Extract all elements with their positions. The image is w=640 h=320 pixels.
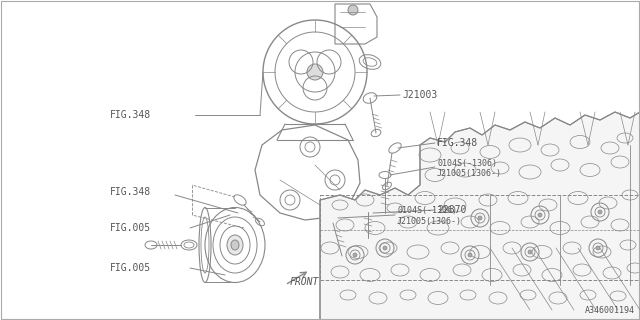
Text: FIG.348: FIG.348 bbox=[437, 138, 478, 148]
Text: A346001194: A346001194 bbox=[585, 306, 635, 315]
Circle shape bbox=[538, 213, 542, 217]
Text: FRONT: FRONT bbox=[290, 277, 319, 287]
Text: 0104S(-1306): 0104S(-1306) bbox=[397, 205, 457, 214]
Circle shape bbox=[598, 210, 602, 214]
Circle shape bbox=[353, 253, 357, 257]
Text: FIG.348: FIG.348 bbox=[110, 110, 151, 120]
Circle shape bbox=[478, 216, 482, 220]
Bar bbox=[320, 195, 640, 280]
Ellipse shape bbox=[231, 240, 239, 250]
Ellipse shape bbox=[227, 235, 243, 255]
Text: FIG.348: FIG.348 bbox=[110, 187, 151, 197]
Text: 0104S(-1306): 0104S(-1306) bbox=[437, 158, 497, 167]
Circle shape bbox=[528, 250, 532, 254]
Polygon shape bbox=[320, 112, 640, 320]
Text: J21005(1306-): J21005(1306-) bbox=[397, 217, 462, 226]
Text: J21005(1306-): J21005(1306-) bbox=[437, 169, 502, 178]
Text: FIG.005: FIG.005 bbox=[110, 263, 151, 273]
Circle shape bbox=[468, 253, 472, 257]
Circle shape bbox=[348, 5, 358, 15]
Circle shape bbox=[383, 246, 387, 250]
Text: 22870: 22870 bbox=[437, 205, 467, 215]
Text: J21003: J21003 bbox=[402, 90, 437, 100]
Circle shape bbox=[307, 64, 323, 80]
Text: FIG.005: FIG.005 bbox=[110, 223, 151, 233]
Circle shape bbox=[596, 246, 600, 250]
